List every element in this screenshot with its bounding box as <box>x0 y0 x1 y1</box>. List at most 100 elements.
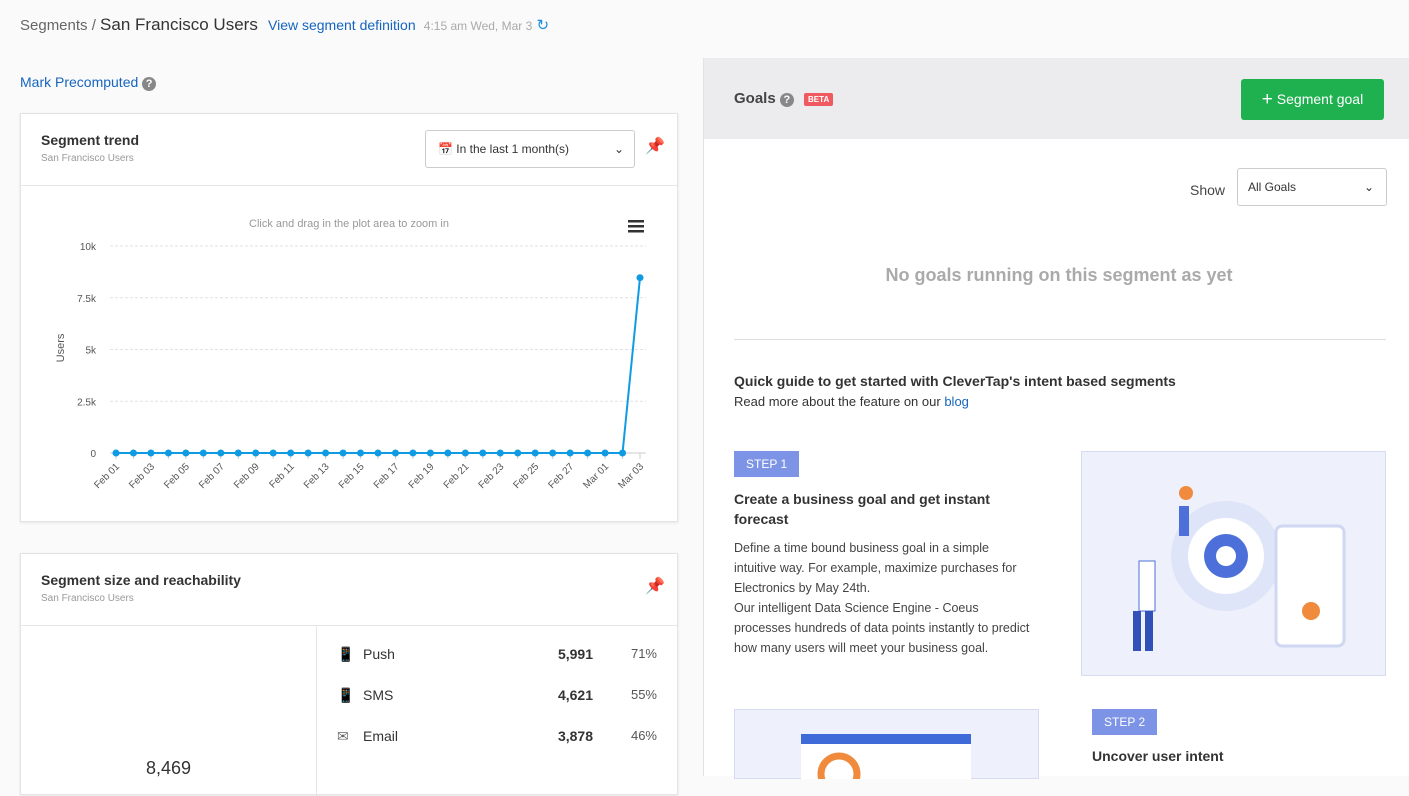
point <box>339 449 347 457</box>
x-tick-label: Mar 01 <box>581 461 611 491</box>
guide-title: Quick guide to get started with CleverTa… <box>734 373 1176 389</box>
x-tick-label: Feb 17 <box>372 461 402 491</box>
mark-precomputed-text[interactable]: Mark Precomputed <box>20 74 139 90</box>
point <box>269 449 277 457</box>
point <box>444 449 452 457</box>
point <box>531 449 539 457</box>
channel-icon: 📱 <box>337 687 355 703</box>
x-tick-label: Feb 25 <box>512 461 542 491</box>
segment-name: San Francisco Users <box>100 15 258 34</box>
goals-panel: Goals ? BETA + Segment goal Show All Goa… <box>703 58 1409 779</box>
x-tick-label: Feb 21 <box>442 461 472 491</box>
point <box>129 449 137 457</box>
point <box>234 449 242 457</box>
point <box>409 449 417 457</box>
goals-title-text: Goals <box>734 90 776 107</box>
x-tick-label: Feb 27 <box>546 461 576 491</box>
pin-icon[interactable]: 📌 <box>645 578 665 595</box>
button-text[interactable]: Segment goal <box>1276 91 1364 107</box>
reach-card: Segment size and reachability San Franci… <box>20 553 678 796</box>
trend-card: Segment trend San Francisco Users 📅 In t… <box>20 113 678 522</box>
x-tick-label: Feb 09 <box>232 461 262 491</box>
chart-hint: Click and drag in the plot area to zoom … <box>249 218 449 230</box>
x-tick-label: Feb 03 <box>127 461 157 491</box>
filter-text[interactable]: All Goals <box>1248 180 1297 194</box>
channel-percent: 71% <box>630 646 657 661</box>
point <box>479 449 487 457</box>
channel-icon: ✉ <box>337 728 349 744</box>
point <box>199 449 207 457</box>
point <box>322 449 330 457</box>
blog-link[interactable]: blog <box>944 394 969 409</box>
step-title: Create a business goal and get instant f… <box>734 491 990 527</box>
step-title: Uncover user intent <box>1092 748 1224 764</box>
point <box>496 449 504 457</box>
segment-goal-button[interactable]: + Segment goal <box>1241 79 1384 120</box>
range-dropdown[interactable]: 📅 In the last 1 month(s) ⌄ <box>425 130 635 168</box>
x-tick-label: Feb 01 <box>92 461 122 491</box>
channel-name: SMS <box>363 687 394 703</box>
chart: Click and drag in the plot area to zoom … <box>55 218 646 491</box>
point <box>164 449 172 457</box>
step-badge: STEP 2 <box>1092 709 1158 735</box>
channel-icon: 📱 <box>337 646 355 662</box>
point <box>112 449 120 457</box>
card-title: Segment trend <box>41 132 140 148</box>
point <box>374 449 382 457</box>
goals-title: Goals ? BETA <box>734 90 834 107</box>
channel-count: 5,991 <box>557 646 593 662</box>
illustration <box>1081 451 1386 676</box>
x-tick-label: Feb 07 <box>197 461 227 491</box>
help-icon[interactable]: ? <box>779 93 794 107</box>
total-users: 8,469 <box>145 758 192 778</box>
channel-count: 3,878 <box>557 728 593 744</box>
point <box>147 449 155 457</box>
point <box>217 449 225 457</box>
show-label: Show <box>1190 182 1226 198</box>
goals-filter[interactable]: All Goals ⌄ <box>1237 168 1387 206</box>
page: Segments / San Francisco Users View segm… <box>20 15 1409 796</box>
timestamp: 4:15 am Wed, Mar 3 <box>423 19 533 33</box>
menu-icon[interactable] <box>628 220 644 233</box>
x-tick-label: Feb 13 <box>302 461 332 491</box>
card-subtitle: San Francisco Users <box>41 593 134 604</box>
channel-count: 4,621 <box>557 687 593 703</box>
channel-name: Push <box>363 646 395 662</box>
step-paragraph: Define a time bound business goal in a s… <box>734 541 1017 595</box>
point <box>461 449 469 457</box>
range-text[interactable]: In the last 1 month(s) <box>456 142 570 156</box>
pin-icon[interactable]: 📌 <box>645 138 665 155</box>
point <box>636 274 644 282</box>
empty-message: No goals running on this segment as yet <box>885 265 1233 285</box>
card-subtitle: San Francisco Users <box>41 153 134 164</box>
point <box>304 449 312 457</box>
mark-precomputed[interactable]: Mark Precomputed ? <box>20 74 157 91</box>
definition-link[interactable]: View segment definition <box>268 17 416 33</box>
guide-text-body: Read more about the feature on our <box>734 394 941 409</box>
step-paragraph: Our intelligent Data Science Engine - Co… <box>734 601 1030 655</box>
point <box>549 449 557 457</box>
point <box>584 449 592 457</box>
y-axis-label: Users <box>55 333 67 362</box>
y-tick-label: 10k <box>80 242 97 253</box>
breadcrumb-root[interactable]: Segments / <box>20 17 96 34</box>
refresh-icon[interactable]: ↻ <box>536 17 550 34</box>
point <box>391 449 399 457</box>
point <box>287 449 295 457</box>
x-tick-label: Feb 19 <box>407 461 437 491</box>
card-title: Segment size and reachability <box>41 572 241 588</box>
x-tick-label: Feb 15 <box>337 461 367 491</box>
point <box>357 449 365 457</box>
step-text: Define a time bound business goal in a s… <box>734 538 1034 658</box>
point <box>182 449 190 457</box>
point <box>252 449 260 457</box>
point <box>619 449 627 457</box>
x-tick-label: Feb 23 <box>477 461 507 491</box>
y-tick-label: 5k <box>85 346 97 357</box>
point <box>426 449 434 457</box>
step-badge: STEP 1 <box>734 451 800 477</box>
illustration <box>734 709 1039 779</box>
x-tick-label: Feb 11 <box>268 461 298 491</box>
series-line <box>116 277 641 454</box>
help-icon[interactable]: ? <box>142 77 157 91</box>
